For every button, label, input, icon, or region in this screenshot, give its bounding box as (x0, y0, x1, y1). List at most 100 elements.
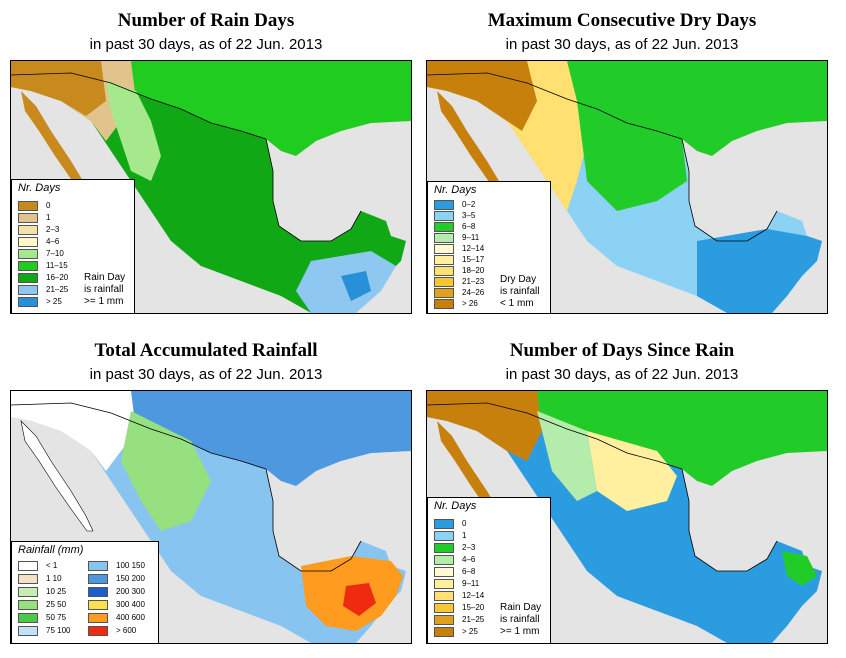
dry-core (427, 61, 537, 131)
legend-item: 300 400 (88, 599, 145, 610)
legend-item: > 25 (18, 296, 62, 307)
border-line (11, 402, 267, 470)
legend-note: Rain Day is rainfall >= 1 mm (84, 272, 126, 307)
legend-item: 21–25 (18, 284, 68, 295)
panel-subtitle: in past 30 days, as of 22 Jun. 2013 (505, 36, 739, 53)
legend-item: 15–17 (434, 254, 484, 265)
legend-title: Nr. Days (18, 182, 61, 194)
legend-item: 50 75 (18, 612, 66, 623)
map-canvas (427, 61, 827, 313)
map-canvas (11, 391, 411, 643)
legend-item: 150 200 (88, 573, 145, 584)
legend-item: 2–3 (18, 224, 59, 235)
legend-item: > 26 (434, 298, 478, 309)
panel-title: Number of Rain Days (117, 10, 295, 31)
panel-total-rainfall: Total Accumulated Rainfall in past 30 da… (0, 330, 412, 648)
map-days-since-rain: Nr. Days 0 1 2–3 4–6 6–8 9–11 12–14 15–2… (426, 390, 828, 644)
legend-item: 9–11 (434, 578, 479, 589)
arid-northwest (11, 391, 136, 471)
legend-item: 18–20 (434, 265, 484, 276)
legend-item: 1 10 (18, 573, 62, 584)
legend-item: 21–25 (434, 614, 484, 625)
legend-item: 1 (434, 530, 466, 541)
pale-green-band (537, 411, 597, 501)
legend-total-rainfall: Rainfall (mm) < 1 1 10 10 25 25 50 50 75… (11, 541, 159, 643)
legend-title: Nr. Days (434, 184, 477, 196)
panel-title: Maximum Consecutive Dry Days (487, 10, 757, 31)
legend-item: 12–14 (434, 590, 484, 601)
coast-line (265, 138, 362, 242)
legend-item: 6–8 (434, 566, 475, 577)
map-canvas (11, 61, 411, 313)
panel-subtitle: in past 30 days, as of 22 Jun. 2013 (505, 366, 739, 383)
map-dry-days: Nr. Days 0–2 3–5 6–8 9–11 12–14 15–17 18… (426, 60, 828, 314)
legend-item: 100 150 (88, 560, 145, 571)
green-band (577, 101, 687, 211)
legend-item: 12–14 (434, 243, 484, 254)
legend-item: 75 100 (18, 625, 70, 636)
legend-item: 16–20 (18, 272, 68, 283)
legend-item: 0 (18, 200, 50, 211)
legend-item: 25 50 (18, 599, 66, 610)
legend-item: 4–6 (18, 236, 59, 247)
panel-dry-days: Maximum Consecutive Dry Days in past 30 … (416, 0, 828, 318)
border-line (11, 72, 267, 140)
light-band (106, 81, 161, 181)
map-rain-days: Nr. Days 0 1 2–3 4–6 7–10 11–15 16–20 21… (10, 60, 412, 314)
legend-item: 6–8 (434, 221, 475, 232)
legend-note: Rain Day is rainfall >= 1 mm (500, 602, 542, 637)
green-band (121, 411, 211, 531)
land-usa (11, 61, 411, 156)
coast-line (681, 138, 778, 242)
legend-item: 7–10 (18, 248, 64, 259)
legend-item: 4–6 (434, 554, 475, 565)
panel-days-since-rain: Number of Days Since Rain in past 30 day… (416, 330, 828, 648)
legend-item: > 600 (88, 625, 136, 636)
legend-item: 200 300 (88, 586, 145, 597)
panel-title: Total Accumulated Rainfall (94, 340, 318, 361)
land-mexico (427, 403, 822, 643)
border-line (427, 402, 683, 470)
legend-days-since-rain: Nr. Days 0 1 2–3 4–6 6–8 9–11 12–14 15–2… (427, 497, 551, 643)
legend-item: 10 25 (18, 586, 66, 597)
map-total-rainfall: Rainfall (mm) < 1 1 10 10 25 25 50 50 75… (10, 390, 412, 644)
legend-dry-days: Nr. Days 0–2 3–5 6–8 9–11 12–14 15–17 18… (427, 181, 551, 313)
panel-title: Number of Days Since Rain (509, 340, 735, 361)
legend-item: 24–26 (434, 287, 484, 298)
arid-northwest (427, 391, 542, 461)
legend-item: 1 (18, 212, 50, 223)
legend-item: 21–23 (434, 276, 484, 287)
green-southeast (782, 551, 817, 586)
legend-item: < 1 (18, 560, 57, 571)
legend-title: Rainfall (mm) (18, 544, 84, 556)
legend-item: 400 600 (88, 612, 145, 623)
blue-south (697, 229, 822, 313)
legend-item: 0 (434, 518, 466, 529)
land-usa (427, 61, 827, 156)
legend-rain-days: Nr. Days 0 1 2–3 4–6 7–10 11–15 16–20 21… (11, 179, 135, 313)
legend-title: Nr. Days (434, 500, 477, 512)
panel-subtitle: in past 30 days, as of 22 Jun. 2013 (89, 36, 323, 53)
land-baja (437, 91, 509, 201)
legend-item: > 25 (434, 626, 478, 637)
land-baja (21, 91, 93, 201)
legend-note: Dry Day is rainfall < 1 mm (500, 274, 540, 309)
panel-subtitle: in past 30 days, as of 22 Jun. 2013 (89, 366, 323, 383)
legend-item: 9–11 (434, 232, 479, 243)
land-usa (427, 391, 827, 486)
legend-item: 11–15 (18, 260, 68, 271)
border-line (427, 72, 683, 140)
yellow-central (587, 431, 677, 511)
panel-rain-days: Number of Rain Days in past 30 days, as … (0, 0, 412, 318)
legend-item: 2–3 (434, 542, 475, 553)
coast-line (681, 468, 778, 572)
land-usa (11, 391, 411, 486)
map-canvas (427, 391, 827, 643)
dry-core (11, 61, 106, 116)
legend-item: 3–5 (434, 210, 475, 221)
coast-line (265, 468, 362, 572)
land-baja (20, 420, 94, 532)
arid-northwest (427, 61, 587, 211)
legend-item: 0–2 (434, 199, 475, 210)
legend-item: 15–20 (434, 602, 484, 613)
